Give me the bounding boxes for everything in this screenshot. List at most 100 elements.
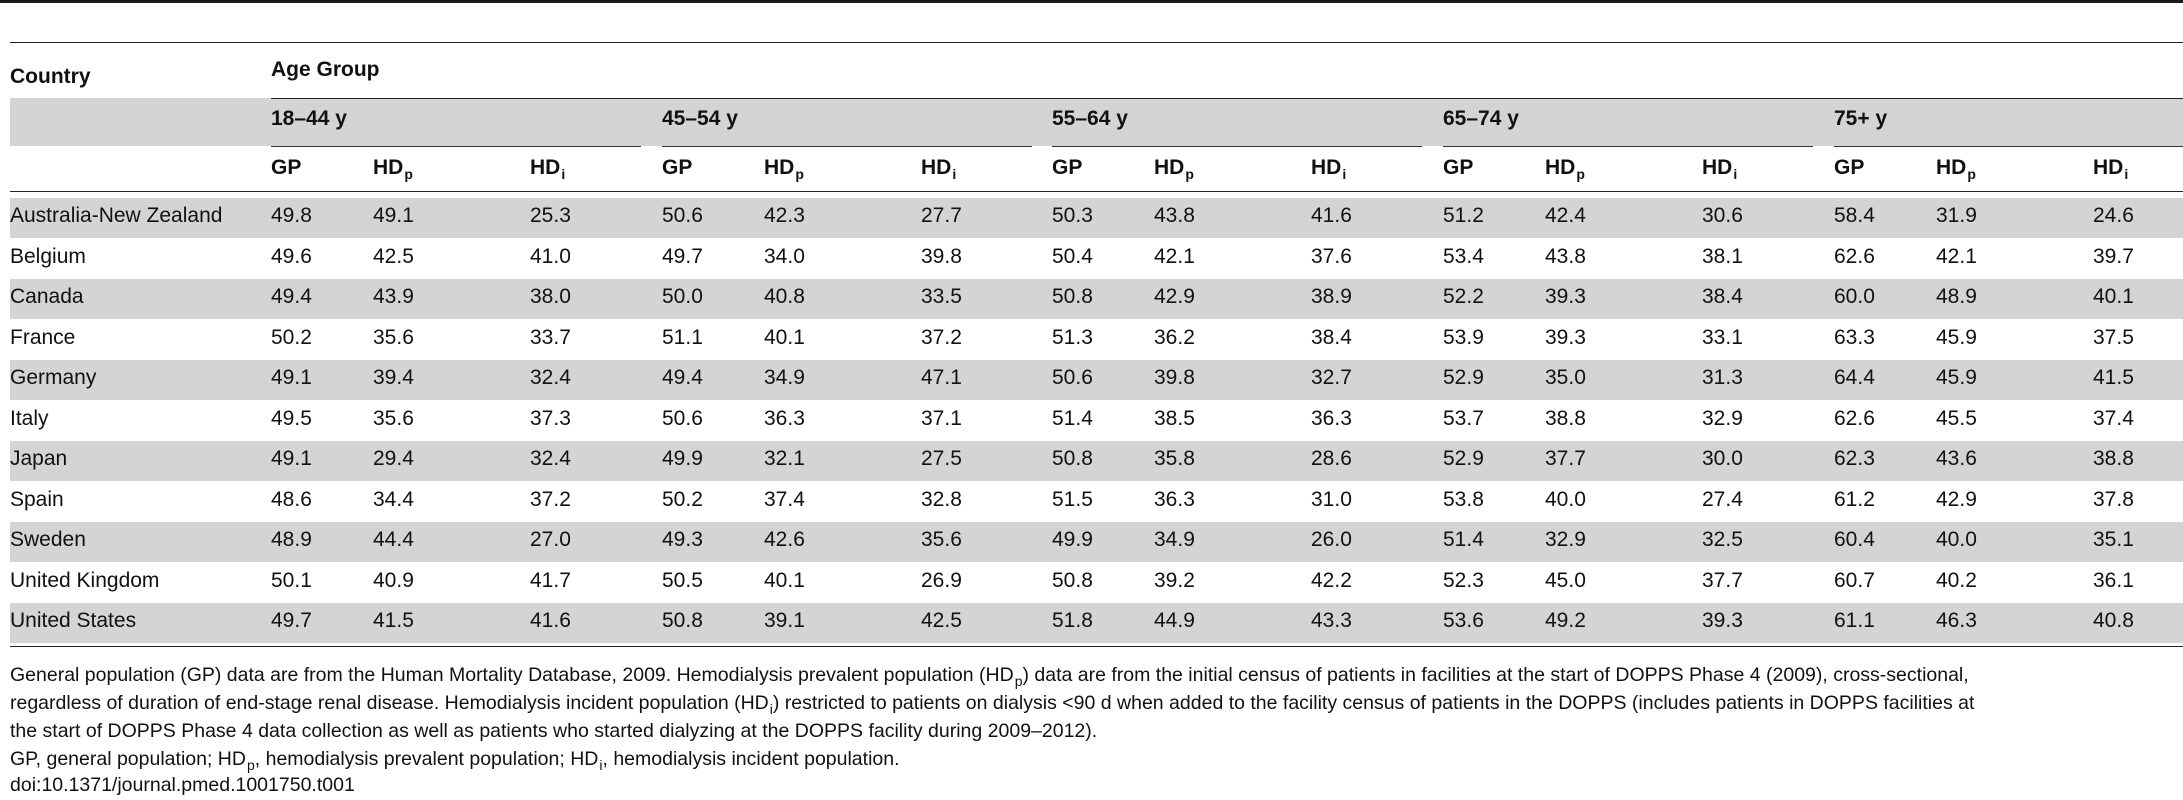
footnote-text: ) restricted to patients on dialysis <90… — [772, 692, 1975, 714]
column-header-base: HD — [2093, 156, 2124, 179]
value-cell: 41.6 — [1311, 204, 1352, 227]
value-cell: 28.6 — [1311, 447, 1352, 470]
value-cell: 51.4 — [1443, 528, 1484, 551]
value-cell: 50.2 — [271, 325, 312, 349]
value-cell: 49.1 — [271, 366, 312, 389]
footnote-line-3: the start of DOPPS Phase 4 data collecti… — [10, 718, 2183, 744]
value-cell: 40.8 — [2093, 609, 2134, 632]
age-group-underline — [1443, 146, 1813, 147]
value-cell: 40.1 — [764, 568, 805, 592]
value-cell: 38.8 — [2093, 447, 2134, 470]
value-cell: 32.8 — [921, 487, 962, 511]
column-header-base: HD — [1154, 156, 1185, 179]
column-header-base: HD — [1311, 156, 1342, 179]
value-cell: 53.9 — [1443, 325, 1484, 349]
value-cell: 43.8 — [1545, 244, 1586, 268]
value-cell: 51.2 — [1443, 204, 1484, 227]
column-header: HDp — [373, 155, 413, 187]
value-cell: 37.4 — [764, 487, 805, 511]
value-cell: 42.6 — [764, 528, 805, 551]
value-cell: 49.8 — [271, 204, 312, 227]
value-cell: 33.1 — [1702, 325, 1743, 349]
country-cell: United Kingdom — [10, 568, 160, 592]
footnote-text: the start of DOPPS Phase 4 data collecti… — [10, 720, 1098, 742]
value-cell: 44.9 — [1154, 609, 1195, 632]
column-header-subscript: i — [1342, 166, 1347, 182]
footnote-text: , hemodialysis incident population. — [602, 748, 900, 770]
value-cell: 51.4 — [1052, 406, 1093, 430]
value-cell: 42.5 — [373, 244, 414, 268]
column-header: GP — [1443, 155, 1473, 181]
value-cell: 32.9 — [1702, 406, 1743, 430]
value-cell: 27.7 — [921, 204, 962, 227]
value-cell: 45.5 — [1936, 406, 1977, 430]
value-cell: 42.3 — [764, 204, 805, 227]
value-cell: 52.2 — [1443, 285, 1484, 308]
value-cell: 49.1 — [271, 447, 312, 470]
value-cell: 40.0 — [1545, 487, 1586, 511]
value-cell: 49.5 — [271, 406, 312, 430]
value-cell: 38.4 — [1702, 285, 1743, 308]
column-header: HDp — [1545, 155, 1585, 187]
value-cell: 61.1 — [1834, 609, 1875, 632]
value-cell: 32.5 — [1702, 528, 1743, 551]
value-cell: 58.4 — [1834, 204, 1875, 227]
value-cell: 35.1 — [2093, 528, 2134, 551]
value-cell: 42.1 — [1936, 244, 1977, 268]
value-cell: 60.4 — [1834, 528, 1875, 551]
value-cell: 35.6 — [921, 528, 962, 551]
value-cell: 53.8 — [1443, 487, 1484, 511]
value-cell: 36.2 — [1154, 325, 1195, 349]
column-header-subscript: i — [1733, 166, 1738, 182]
value-cell: 50.2 — [662, 487, 703, 511]
value-cell: 27.0 — [530, 528, 571, 551]
table-row-shading — [10, 522, 2183, 562]
value-cell: 35.6 — [373, 325, 414, 349]
value-cell: 29.4 — [373, 447, 414, 470]
age-group-label: 75+ y — [1834, 107, 1888, 130]
value-cell: 35.0 — [1545, 366, 1586, 389]
column-header-base: HD — [530, 156, 561, 179]
value-cell: 45.0 — [1545, 568, 1586, 592]
column-header-subscript: p — [795, 166, 804, 182]
value-cell: 37.6 — [1311, 244, 1352, 268]
column-header: HDi — [1702, 155, 1737, 187]
value-cell: 37.7 — [1702, 568, 1743, 592]
column-header: HDi — [2093, 155, 2128, 187]
value-cell: 37.8 — [2093, 487, 2134, 511]
column-header-base: HD — [921, 156, 952, 179]
value-cell: 49.9 — [662, 447, 703, 470]
column-header-base: HD — [373, 156, 404, 179]
country-cell: Australia-New Zealand — [10, 204, 223, 227]
column-header: HDi — [921, 155, 956, 187]
value-cell: 42.5 — [921, 609, 962, 632]
value-cell: 39.3 — [1702, 609, 1743, 632]
value-cell: 40.8 — [764, 285, 805, 308]
value-cell: 49.6 — [271, 244, 312, 268]
column-header-base: GP — [1834, 156, 1865, 179]
value-cell: 32.7 — [1311, 366, 1352, 389]
column-header: GP — [271, 155, 301, 181]
value-cell: 40.1 — [764, 325, 805, 349]
age-group-label: 45–54 y — [662, 107, 738, 130]
value-cell: 41.7 — [530, 568, 571, 592]
column-header-base: HD — [1702, 156, 1733, 179]
value-cell: 32.1 — [764, 447, 805, 470]
country-cell: Canada — [10, 285, 84, 308]
value-cell: 50.8 — [1052, 447, 1093, 470]
column-header-base: GP — [1052, 156, 1083, 179]
age-group-label: 65–74 y — [1443, 107, 1519, 130]
value-cell: 50.3 — [1052, 204, 1093, 227]
column-header-base: HD — [1936, 156, 1967, 179]
value-cell: 34.9 — [1154, 528, 1195, 551]
value-cell: 26.9 — [921, 568, 962, 592]
country-cell: Italy — [10, 406, 49, 430]
value-cell: 36.3 — [764, 406, 805, 430]
value-cell: 34.9 — [764, 366, 805, 389]
value-cell: 50.5 — [662, 568, 703, 592]
value-cell: 50.6 — [662, 204, 703, 227]
value-cell: 32.4 — [530, 366, 571, 389]
footnote-line-1: General population (GP) data are from th… — [10, 662, 2183, 694]
value-cell: 50.0 — [662, 285, 703, 308]
value-cell: 51.1 — [662, 325, 703, 349]
